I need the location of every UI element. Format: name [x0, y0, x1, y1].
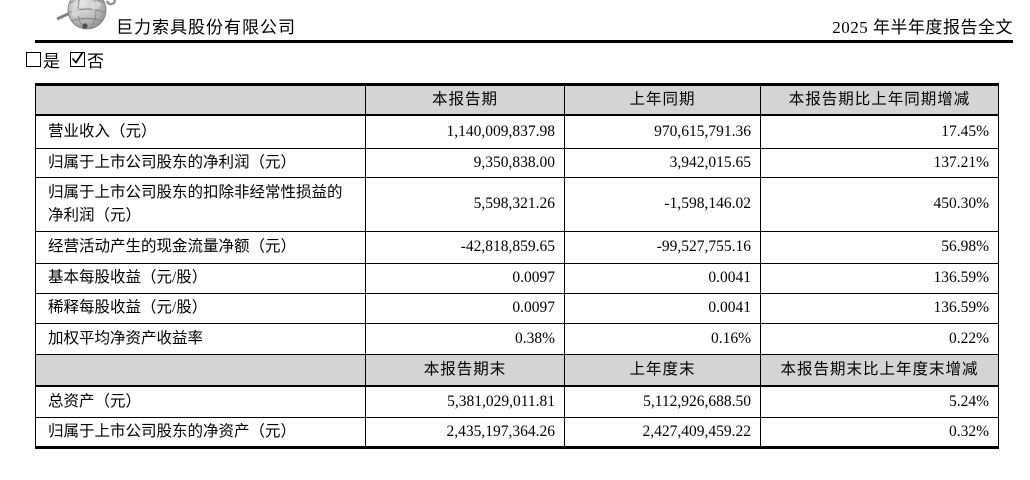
header-cell-blank — [35, 354, 366, 387]
row-label: 基本每股收益（元/股） — [35, 263, 366, 294]
table-header-period-end: 本报告期末 上年度末 本报告期末比上年度末增减 — [35, 354, 999, 387]
table-row: 总资产（元） 5,381,029,011.81 5,112,926,688.50… — [35, 385, 999, 418]
yes-no-selector: 是 否 — [26, 47, 104, 72]
table-row: 稀释每股收益（元/股） 0.0097 0.0041 136.59% — [35, 293, 999, 324]
row-prior: 2,427,409,459.22 — [564, 417, 761, 448]
header-cell-blank — [35, 84, 366, 116]
table-row: 归属于上市公司股东的扣除非经常性损益的净利润（元） 5,598,321.26 -… — [35, 177, 999, 232]
row-label: 加权平均净资产收益率 — [35, 323, 366, 355]
key-financials-table: 本报告期 上年同期 本报告期比上年同期增减 营业收入（元） 1,140,009,… — [35, 83, 999, 449]
row-change: 0.32% — [760, 417, 999, 448]
row-label: 营业收入（元） — [35, 114, 366, 149]
row-prior: 0.16% — [564, 323, 761, 355]
row-change: 137.21% — [760, 148, 999, 178]
table-row: 经营活动产生的现金流量净额（元） -42,818,859.65 -99,527,… — [35, 231, 999, 264]
checkbox-no[interactable]: 否 — [70, 47, 104, 72]
row-label: 归属于上市公司股东的净资产（元） — [35, 417, 366, 448]
table-row: 基本每股收益（元/股） 0.0097 0.0041 136.59% — [35, 263, 999, 294]
row-change: 56.98% — [760, 231, 999, 264]
header-cell-prior-period: 上年同期 — [564, 84, 761, 116]
row-current: 5,598,321.26 — [365, 177, 565, 232]
row-current: -42,818,859.65 — [365, 231, 565, 264]
row-change: 17.45% — [760, 114, 999, 149]
row-current: 1,140,009,837.98 — [365, 114, 565, 149]
table-header-period: 本报告期 上年同期 本报告期比上年同期增减 — [35, 84, 999, 116]
row-prior: 0.0041 — [564, 293, 761, 324]
row-change: 5.24% — [760, 385, 999, 418]
company-logo-icon — [56, 0, 122, 39]
row-label: 归属于上市公司股东的净利润（元） — [35, 148, 366, 178]
row-change: 0.22% — [760, 323, 999, 355]
header-divider — [35, 40, 1013, 43]
row-change: 450.30% — [760, 177, 999, 232]
row-prior: -99,527,755.16 — [564, 231, 761, 264]
row-change: 136.59% — [760, 293, 999, 324]
row-prior: 5,112,926,688.50 — [564, 385, 761, 418]
row-label: 归属于上市公司股东的扣除非经常性损益的净利润（元） — [35, 177, 366, 232]
header-cell-prior-end: 上年度末 — [564, 354, 761, 387]
table-row: 归属于上市公司股东的净资产（元） 2,435,197,364.26 2,427,… — [35, 417, 999, 448]
header-cell-change: 本报告期比上年同期增减 — [760, 84, 999, 116]
row-label: 稀释每股收益（元/股） — [35, 293, 366, 324]
header-cell-change-end: 本报告期末比上年度末增减 — [760, 354, 999, 387]
row-change: 136.59% — [760, 263, 999, 294]
row-current: 2,435,197,364.26 — [365, 417, 565, 448]
table-row: 归属于上市公司股东的净利润（元） 9,350,838.00 3,942,015.… — [35, 148, 999, 178]
checkbox-yes-label: 是 — [43, 52, 60, 71]
row-label: 经营活动产生的现金流量净额（元） — [35, 231, 366, 264]
row-current: 0.0097 — [365, 263, 565, 294]
row-current: 0.38% — [365, 323, 565, 355]
row-prior: 0.0041 — [564, 263, 761, 294]
row-prior: -1,598,146.02 — [564, 177, 761, 232]
checkbox-unchecked-icon — [26, 52, 41, 67]
table-row: 营业收入（元） 1,140,009,837.98 970,615,791.36 … — [35, 114, 999, 149]
row-prior: 3,942,015.65 — [564, 148, 761, 178]
row-prior: 970,615,791.36 — [564, 114, 761, 149]
header-cell-current-end: 本报告期末 — [365, 354, 565, 387]
table-row: 加权平均净资产收益率 0.38% 0.16% 0.22% — [35, 323, 999, 355]
company-name: 巨力索具股份有限公司 — [116, 18, 296, 37]
checkbox-yes[interactable]: 是 — [26, 47, 60, 72]
header-cell-current-period: 本报告期 — [365, 84, 565, 116]
report-title: 2025 年半年度报告全文 — [832, 18, 1013, 37]
row-current: 0.0097 — [365, 293, 565, 324]
checkbox-checked-icon — [70, 52, 85, 67]
row-current: 5,381,029,011.81 — [365, 385, 565, 418]
row-label: 总资产（元） — [35, 385, 366, 418]
checkbox-no-label: 否 — [87, 52, 104, 71]
row-current: 9,350,838.00 — [365, 148, 565, 178]
